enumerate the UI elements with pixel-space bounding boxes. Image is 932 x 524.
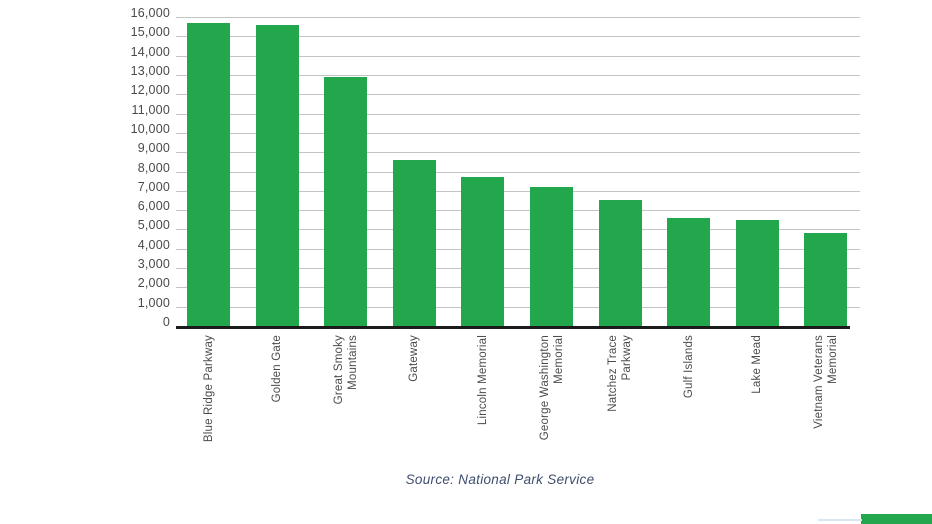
x-category-label: Lake Mead [751,335,764,394]
gridline [176,74,860,76]
x-category-label: Gateway [408,335,421,382]
bar [324,76,368,326]
bar [804,233,848,326]
gridline [176,132,860,134]
x-category-label: Great Smoky Mountains [332,335,359,405]
y-tick-label: 15,000 [130,25,170,40]
gridline [176,190,860,192]
y-tick-label: 12,000 [130,83,170,98]
x-category-label: Lincoln Memorial [476,335,489,426]
y-tick-label: 4,000 [137,237,170,252]
y-tick-label: 9,000 [137,141,170,156]
y-tick-label: 13,000 [130,63,170,78]
gridline [176,287,860,289]
x-axis-line [176,326,850,329]
x-category-label: Natchez Trace Parkway [607,335,634,412]
y-tick-label: 8,000 [137,160,170,175]
bar [461,177,505,326]
x-category-label: Vietnam Veterans Memorial [812,335,839,429]
gridline [176,36,860,38]
bar [392,159,436,326]
y-tick-label: 5,000 [137,218,170,233]
gridline [176,248,860,250]
bar [255,24,299,326]
bar [530,186,573,326]
gridline [176,229,860,231]
cropped-green-element [861,514,932,524]
gridline [176,306,860,308]
gridline [176,268,860,270]
gridline [176,152,860,154]
gridline [176,17,860,18]
x-category-label: George Washington Memorial [538,335,565,441]
gridline [176,55,860,57]
gridline [176,171,860,173]
x-category-label: Blue Ridge Parkway [202,335,215,443]
y-tick-label: 1,000 [137,295,170,310]
x-category-label: Golden Gate [271,335,284,403]
faint-blue-artifact [818,519,862,521]
y-tick-label: 14,000 [130,44,170,59]
gridline [176,113,860,115]
y-tick-label: 10,000 [130,121,170,136]
y-tick-label: 3,000 [137,257,170,272]
gridline [176,94,860,96]
source-note: Source: National Park Service [405,472,595,487]
y-tick-label: 7,000 [137,179,170,194]
bar [187,22,230,326]
bar [598,200,642,326]
y-tick-label: 16,000 [130,6,170,20]
y-tick-label: 6,000 [137,199,170,214]
y-tick-label: 0 [162,315,170,329]
gridline [176,210,860,212]
y-tick-label: 2,000 [137,276,170,291]
y-tick-label: 11,000 [131,102,170,117]
bar [667,217,711,326]
x-category-label: Gulf Islands [682,335,695,399]
bar [735,219,779,326]
